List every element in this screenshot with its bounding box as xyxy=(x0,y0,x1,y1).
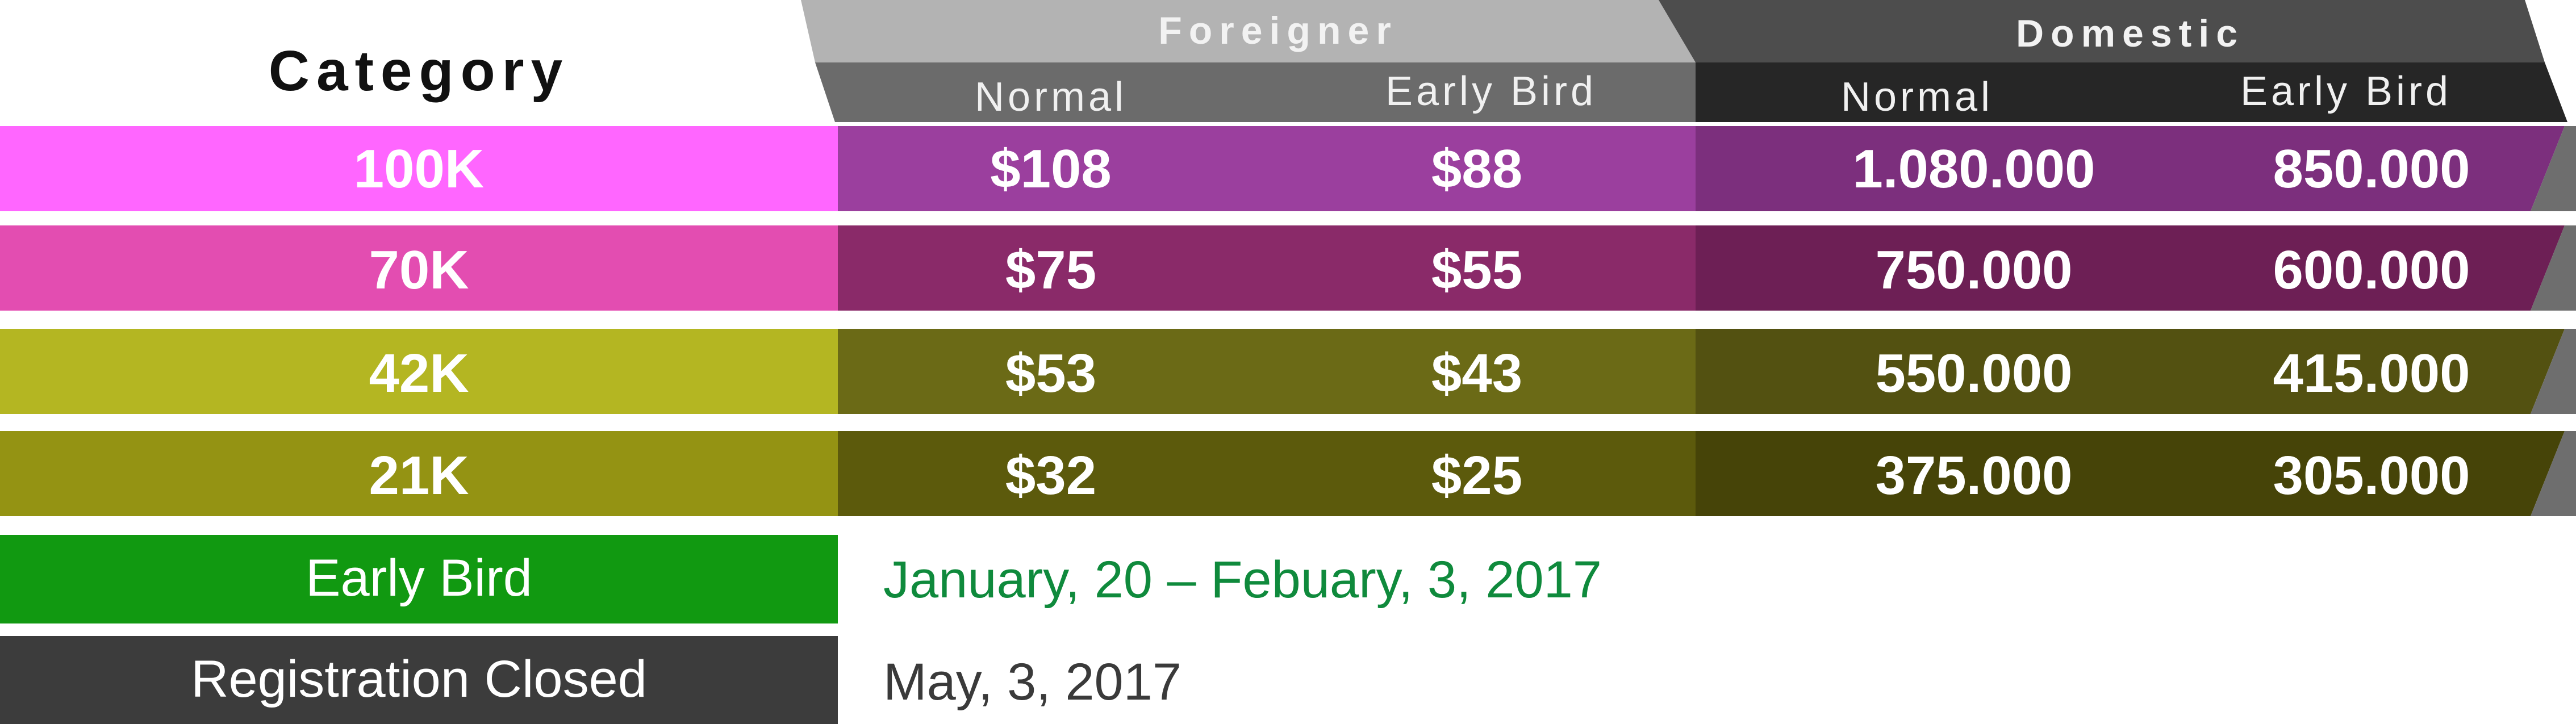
row-100k-shadow-tab xyxy=(2531,126,2576,211)
foreigner-header: Foreigner xyxy=(1158,9,1398,52)
row-100k-domestic-band xyxy=(1696,126,2565,211)
foreigner-early-bird-subheader: Early Bird xyxy=(1385,69,1597,114)
row-21k-foreigner-early-bird: $25 xyxy=(1431,445,1523,506)
row-21k-shadow-tab xyxy=(2531,431,2576,516)
legend-early-bird-swatch xyxy=(0,535,838,623)
row-70k-domestic-band xyxy=(1696,225,2565,311)
row-42k-category: 42K xyxy=(369,343,469,404)
row-42k-domestic-early-bird: 415.000 xyxy=(2273,343,2470,404)
row-21k-category: 21K xyxy=(369,445,469,506)
row-42k-domestic-normal: 550.000 xyxy=(1875,343,2073,404)
row-70k-category: 70K xyxy=(369,240,469,300)
row-70k-domestic-early-bird: 600.000 xyxy=(2273,240,2470,300)
row-21k-domestic-normal: 375.000 xyxy=(1875,445,2073,506)
row-70k-domestic-normal: 750.000 xyxy=(1875,240,2073,300)
row-42k-foreigner-early-bird: $43 xyxy=(1431,343,1523,404)
row-21k-foreigner-normal: $32 xyxy=(1005,445,1097,506)
row-70k-foreigner-normal: $75 xyxy=(1005,240,1097,300)
row-100k-category: 100K xyxy=(353,139,485,199)
foreigner-header-band xyxy=(801,0,1696,62)
row-42k-foreigner-normal: $53 xyxy=(1005,343,1097,404)
domestic-normal-subheader: Normal xyxy=(1840,74,1994,120)
row-21k-foreigner-band xyxy=(838,431,1696,516)
row-70k-foreigner-early-bird: $55 xyxy=(1431,240,1523,300)
row-100k-domestic-normal: 1.080.000 xyxy=(1852,139,2095,199)
domestic-subheader-band xyxy=(1696,62,2567,122)
early-bird-date-range: January, 20 – Febuary, 3, 2017 xyxy=(883,551,1602,609)
row-100k-foreigner-early-bird: $88 xyxy=(1431,139,1523,199)
row-70k-foreigner-band xyxy=(838,225,1696,311)
foreigner-normal-subheader: Normal xyxy=(974,74,1128,120)
row-100k-foreigner-normal: $108 xyxy=(990,139,1112,199)
row-42k-category-band xyxy=(0,329,838,414)
row-100k-category-band xyxy=(0,126,838,211)
row-70k-category-band xyxy=(0,225,838,311)
row-42k-shadow-tab xyxy=(2531,329,2576,414)
row-100k-domestic-early-bird: 850.000 xyxy=(2273,139,2470,199)
legend-registration-closed-label: Registration Closed xyxy=(191,650,647,708)
row-100k-foreigner-band xyxy=(838,126,1696,211)
row-21k-domestic-band xyxy=(1696,431,2565,516)
category-header: Category xyxy=(268,39,570,103)
row-21k-domestic-early-bird: 305.000 xyxy=(2273,445,2470,506)
registration-closed-date: May, 3, 2017 xyxy=(883,653,1182,711)
foreigner-subheader-band xyxy=(815,62,1696,122)
domestic-header-band xyxy=(1659,0,2545,62)
legend-early-bird-label: Early Bird xyxy=(306,549,532,607)
row-42k-foreigner-band xyxy=(838,329,1696,414)
domestic-header: Domestic xyxy=(2015,12,2245,55)
legend-closed-swatch xyxy=(0,636,838,724)
row-42k-domestic-band xyxy=(1696,329,2565,414)
row-21k-category-band xyxy=(0,431,838,516)
row-70k-shadow-tab xyxy=(2531,225,2576,311)
domestic-early-bird-subheader: Early Bird xyxy=(2240,69,2452,114)
